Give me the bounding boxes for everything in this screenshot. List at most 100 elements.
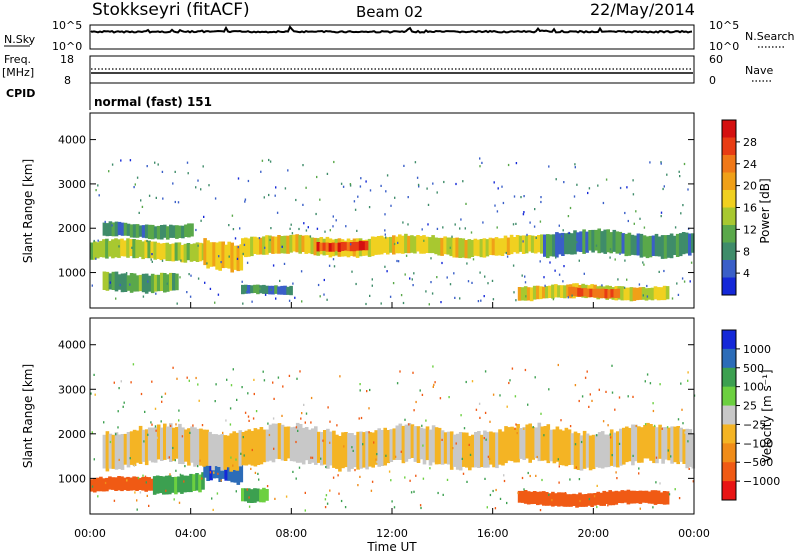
scatter-cell — [289, 234, 293, 253]
scatter-speck — [560, 419, 562, 422]
scatter-speck — [197, 244, 199, 247]
scatter-speck — [646, 373, 649, 376]
scatter-speck — [368, 431, 370, 434]
scatter-cell — [440, 237, 444, 256]
scatter-cell — [239, 452, 244, 483]
scatter-speck — [659, 482, 661, 485]
scatter-cell — [90, 479, 94, 492]
scatter-speck — [91, 485, 94, 488]
scatter-speck — [297, 429, 299, 432]
scatter-cell — [640, 427, 644, 463]
scatter-speck — [488, 457, 491, 461]
scatter-cell — [585, 433, 590, 468]
scatter-speck — [180, 259, 182, 262]
scatter-speck — [197, 277, 200, 280]
scatter-speck — [192, 424, 194, 427]
scatter-speck — [315, 212, 317, 216]
scatter-speck — [437, 491, 439, 495]
scatter-cell — [558, 429, 563, 465]
scatter-speck — [470, 231, 473, 234]
scatter-cell — [205, 429, 209, 466]
scatter-speck — [155, 429, 157, 432]
scatter-speck — [446, 276, 448, 279]
scatter-cell — [536, 285, 540, 300]
scatter-speck — [242, 436, 244, 439]
scatter-speck — [195, 228, 197, 232]
scatter-cell — [311, 428, 315, 463]
scatter-cell — [574, 287, 578, 297]
scatter-speck — [421, 424, 423, 427]
scatter-cell — [522, 427, 526, 460]
scatter-cell — [383, 427, 387, 466]
scatter-speck — [584, 376, 587, 379]
scatter-speck — [683, 162, 686, 166]
scatter-speck — [461, 457, 463, 460]
scatter-speck — [301, 412, 303, 415]
scatter-cell — [648, 235, 653, 258]
scatter-speck — [493, 181, 495, 184]
scatter-cell — [199, 428, 203, 466]
scatter-speck — [298, 466, 301, 469]
scatter-speck — [439, 397, 442, 400]
scatter-cell — [529, 287, 534, 302]
scatter-cell — [568, 287, 572, 297]
scatter-speck — [652, 247, 654, 250]
scatter-speck — [666, 173, 668, 176]
scatter-cell — [307, 429, 312, 464]
scatter-speck — [459, 227, 461, 230]
scatter-speck — [385, 454, 387, 457]
y-tick-label: 1000 — [58, 267, 86, 280]
scatter-speck — [258, 478, 260, 481]
scatter-speck — [427, 223, 429, 226]
scatter-cell — [165, 242, 170, 261]
power-axis-ticks: 1000 2000 3000 4000 — [58, 134, 694, 280]
scatter-cell — [362, 432, 366, 468]
x-tick-label: 00:00 — [678, 527, 710, 540]
scatter-speck — [679, 175, 681, 178]
scatter-speck — [98, 194, 100, 197]
scatter-speck — [122, 405, 124, 408]
scatter-cell — [111, 477, 115, 490]
scatter-cell — [603, 229, 607, 254]
scatter-cell — [651, 235, 656, 256]
scatter-speck — [623, 286, 626, 289]
scatter-speck — [113, 381, 115, 384]
scatter-speck — [134, 183, 136, 186]
scatter-speck — [452, 447, 454, 450]
scatter-cell — [629, 490, 634, 504]
scatter-cell — [622, 427, 626, 465]
scatter-cell — [172, 225, 176, 238]
scatter-speck — [359, 185, 362, 188]
scatter-cell — [548, 285, 552, 298]
scatter-cell — [455, 433, 460, 470]
scatter-speck — [161, 259, 164, 262]
scatter-cell — [206, 240, 210, 269]
scatter-speck — [601, 284, 603, 287]
scatter-speck — [384, 213, 386, 216]
scatter-speck — [481, 161, 483, 164]
colorbar-tick-label: −100 — [743, 437, 773, 450]
scatter-cell — [543, 234, 547, 257]
scatter-cell — [215, 242, 219, 270]
scatter-cell — [171, 243, 176, 262]
scatter-cell — [608, 490, 612, 506]
scatter-speck — [588, 498, 591, 501]
scatter-speck — [589, 393, 591, 396]
scatter-cell — [271, 236, 275, 254]
scatter-speck — [357, 195, 359, 198]
scatter-cell — [655, 427, 659, 464]
scatter-speck — [130, 381, 132, 384]
scatter-speck — [524, 275, 526, 278]
scatter-speck — [558, 273, 561, 276]
scatter-cell — [583, 287, 587, 297]
scatter-speck — [404, 418, 406, 421]
scatter-speck — [414, 161, 417, 164]
scatter-cell — [611, 491, 616, 506]
scatter-speck — [415, 400, 417, 404]
scatter-cell — [96, 477, 100, 492]
cpid-value: normal (fast) 151 — [94, 95, 212, 109]
scatter-cell — [398, 234, 402, 254]
scatter-speck — [113, 499, 116, 502]
scatter-speck — [217, 472, 219, 475]
scatter-cell — [286, 286, 290, 295]
